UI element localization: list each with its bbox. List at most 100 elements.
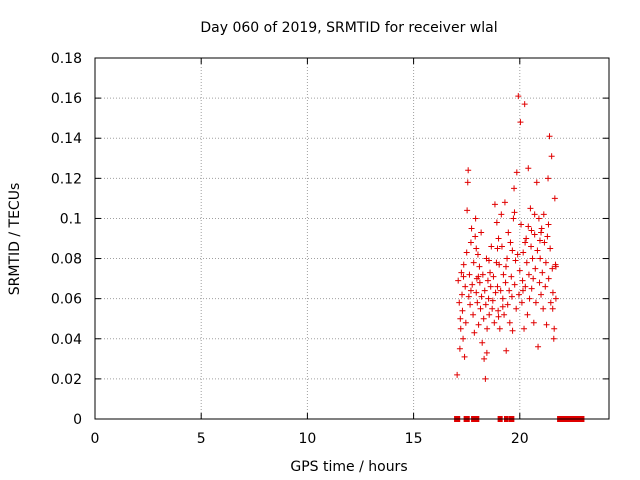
data-point <box>522 239 529 246</box>
y-tick-label: 0.14 <box>51 131 82 147</box>
data-point <box>488 243 495 250</box>
data-point <box>470 259 477 266</box>
data-point <box>530 319 537 326</box>
data-point <box>489 297 496 304</box>
data-point <box>466 271 473 278</box>
data-point <box>498 211 505 218</box>
tick-layer: 0 5 10 15 20 0 0.02 0.04 0.06 0.08 0.1 0.12 0.14 0.16… <box>51 51 609 447</box>
data-point <box>551 325 558 332</box>
y-tick-label: 0.02 <box>51 372 82 388</box>
data-point <box>531 231 538 238</box>
x-tick-label: 0 <box>91 431 100 447</box>
data-point <box>550 335 557 342</box>
x-tick-label: 15 <box>405 431 423 447</box>
data-point <box>538 229 545 236</box>
data-point <box>462 319 469 326</box>
data-point <box>536 279 543 286</box>
data-point <box>502 279 509 286</box>
data-point <box>454 371 461 378</box>
data-point <box>524 311 531 318</box>
data-point <box>461 353 468 360</box>
x-axis-label: GPS time / hours <box>290 459 407 475</box>
data-point <box>487 269 494 276</box>
data-point <box>457 325 464 332</box>
data-point <box>522 283 529 290</box>
data-point <box>509 247 516 254</box>
data-point <box>540 211 547 218</box>
data-point <box>484 277 491 284</box>
data-point <box>521 325 528 332</box>
data-point <box>491 201 498 208</box>
data-point <box>535 343 542 350</box>
data-point <box>528 243 535 250</box>
data-point <box>465 167 472 174</box>
data-point <box>535 215 542 222</box>
data-point <box>506 287 513 294</box>
data-point <box>532 265 539 272</box>
data-point <box>498 243 505 250</box>
data-point <box>551 195 558 202</box>
data-point <box>476 263 483 270</box>
data-point <box>472 233 479 240</box>
x-tick-label: 5 <box>197 431 206 447</box>
data-point <box>495 235 502 242</box>
data-point <box>537 255 544 262</box>
data-point <box>463 249 470 256</box>
data-point <box>518 299 525 306</box>
data-point <box>495 307 502 314</box>
data-point <box>474 251 481 258</box>
data-point <box>525 165 532 172</box>
data-point <box>510 215 517 222</box>
data-point <box>464 179 471 186</box>
data-point <box>504 301 511 308</box>
data-point <box>521 101 528 108</box>
data-point <box>490 273 497 280</box>
data-point <box>511 281 518 288</box>
y-tick-label: 0.1 <box>60 211 82 227</box>
data-point <box>459 291 466 298</box>
data-point <box>478 229 485 236</box>
data-point <box>496 261 503 268</box>
data-point <box>525 223 532 230</box>
data-point <box>527 205 534 212</box>
data-point <box>547 299 554 306</box>
data-point <box>479 339 486 346</box>
data-point <box>518 221 525 228</box>
data-point <box>481 287 488 294</box>
data-point <box>519 277 526 284</box>
data-points <box>454 93 559 382</box>
data-point <box>455 277 462 284</box>
data-point <box>479 271 486 278</box>
data-point <box>543 321 550 328</box>
x-tick-label: 20 <box>511 431 529 447</box>
y-tick-label: 0.16 <box>51 91 82 107</box>
data-point <box>473 245 480 252</box>
data-point <box>525 271 532 278</box>
data-point <box>514 251 521 258</box>
data-point <box>477 305 484 312</box>
data-point <box>515 93 522 100</box>
data-point <box>456 345 463 352</box>
data-point <box>484 325 491 332</box>
data-point <box>482 375 489 382</box>
data-point <box>457 315 464 322</box>
data-point <box>500 271 507 278</box>
data-point <box>523 235 530 242</box>
data-point <box>483 349 490 356</box>
data-point <box>464 207 471 214</box>
data-point <box>542 283 549 290</box>
data-point <box>530 275 537 282</box>
data-point <box>534 247 541 254</box>
data-point <box>486 311 493 318</box>
data-point <box>485 295 492 302</box>
data-point <box>480 315 487 322</box>
data-point <box>532 299 539 306</box>
data-point <box>478 293 485 300</box>
data-point <box>506 319 513 326</box>
data-point <box>460 335 467 342</box>
data-point <box>533 179 540 186</box>
data-point <box>499 303 506 310</box>
data-point <box>545 175 552 182</box>
y-tick-label: 0.06 <box>51 292 82 308</box>
data-point <box>515 291 522 298</box>
